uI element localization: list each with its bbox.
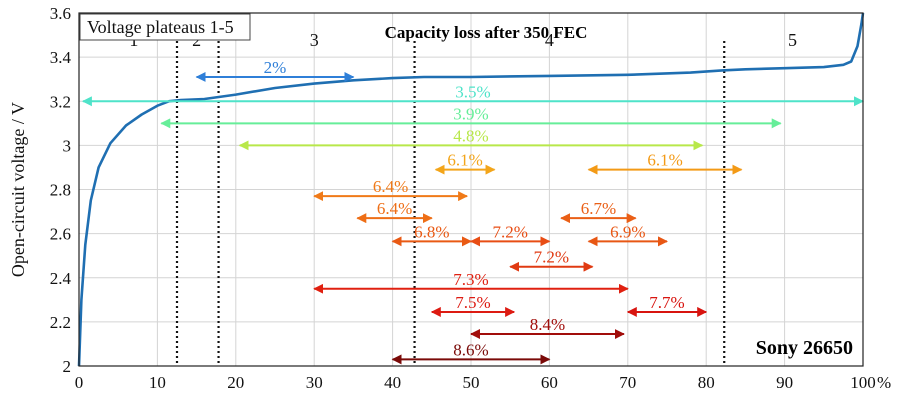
y-tick-label: 2.2 bbox=[50, 313, 71, 332]
x-tick-label: 90 bbox=[776, 373, 793, 392]
y-tick-label: 2.6 bbox=[50, 225, 71, 244]
plateau-boundaries bbox=[175, 41, 726, 366]
capacity-loss-label: 3.9% bbox=[453, 104, 488, 123]
y-tick-label: 3.4 bbox=[50, 48, 72, 67]
x-axis-unit: % bbox=[877, 373, 891, 392]
plateau-number-label: 3 bbox=[310, 30, 319, 50]
x-tick-label: 50 bbox=[463, 373, 480, 392]
plateau-number-label: 4 bbox=[545, 30, 554, 50]
cell-annotation: Sony 26650 bbox=[756, 337, 853, 359]
capacity-loss-label: 4.8% bbox=[453, 126, 488, 145]
x-tick-label: 30 bbox=[306, 373, 323, 392]
capacity-loss-label: 7.2% bbox=[492, 222, 527, 241]
capacity-loss-label: 6.7% bbox=[581, 199, 616, 218]
chart-title: Capacity loss after 350 FEC bbox=[385, 23, 588, 42]
capacity-loss-arrows: 2% 3.5% 3.9% 4.8% 6.1% 6.1% 6.4% 6.4% 6.7% 6.8% 7.… bbox=[81, 58, 864, 365]
capacity-loss-label: 7.5% bbox=[455, 293, 490, 312]
y-tick-label: 2 bbox=[63, 357, 72, 376]
plateau-number-label: 5 bbox=[788, 30, 797, 50]
y-tick-label: 3 bbox=[63, 136, 72, 155]
capacity-loss-label: 6.9% bbox=[610, 222, 645, 241]
plateau-legend-box bbox=[79, 13, 251, 41]
capacity-loss-label: 3.5% bbox=[455, 82, 490, 101]
capacity-loss-label: 2% bbox=[264, 58, 287, 77]
capacity-loss-label: 6.1% bbox=[647, 151, 682, 170]
x-tick-label: 10 bbox=[149, 373, 166, 392]
x-tick-label: 70 bbox=[619, 373, 636, 392]
x-tick-label: 60 bbox=[541, 373, 558, 392]
y-tick-label: 3.2 bbox=[50, 92, 71, 111]
x-tick-label: 80 bbox=[698, 373, 715, 392]
capacity-loss-label: 8.4% bbox=[530, 315, 565, 334]
capacity-loss-label: 6.1% bbox=[447, 151, 482, 170]
plateau-legend-text: Voltage plateaus 1-5 bbox=[87, 17, 234, 37]
capacity-loss-label: 7.2% bbox=[534, 248, 569, 267]
capacity-loss-label: 7.7% bbox=[649, 293, 684, 312]
capacity-loss-label: 7.3% bbox=[453, 270, 488, 289]
capacity-loss-label: 8.6% bbox=[453, 340, 488, 359]
axis-ticks: 0 10 20 30 40 50 60 70 80 90 100 2 2.2 2.4 2.6 2.8 3 3.2 3… bbox=[50, 4, 876, 392]
y-tick-label: 2.8 bbox=[50, 181, 71, 200]
x-tick-label: 20 bbox=[227, 373, 244, 392]
capacity-loss-label: 6.4% bbox=[373, 177, 408, 196]
x-tick-label: 100 bbox=[850, 373, 876, 392]
capacity-loss-label: 6.4% bbox=[377, 199, 412, 218]
grid-lines bbox=[78, 12, 864, 367]
y-tick-label: 2.4 bbox=[50, 269, 72, 288]
capacity-loss-label: 6.8% bbox=[414, 222, 449, 241]
y-axis-label: Open-circuit voltage / V bbox=[8, 102, 28, 277]
x-tick-label: 40 bbox=[384, 373, 401, 392]
y-tick-label: 3.6 bbox=[50, 4, 71, 23]
plot-frame bbox=[78, 12, 864, 367]
x-tick-label: 0 bbox=[75, 373, 84, 392]
